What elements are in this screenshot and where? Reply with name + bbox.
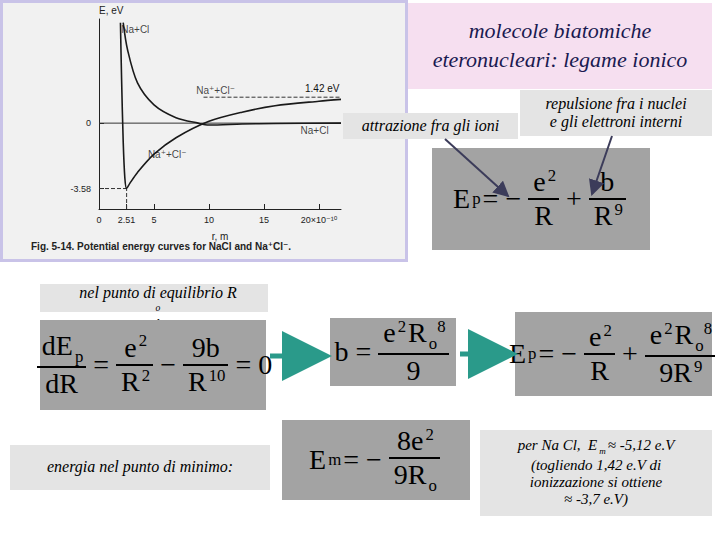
html-text:R10 = 0: R10 = 0 <box>188 349 273 398</box>
html-text:e2: e2 <box>124 331 147 363</box>
html-text:attrazione fra gli ioni: attrazione fra gli ioni <box>361 116 500 134</box>
html-text:dR: dR <box>45 367 78 399</box>
html-text:R: R <box>590 355 609 387</box>
svg-text:-3.58: -3.58 <box>70 184 91 194</box>
html-text:e gli elettroni interni: e gli elettroni interni <box>549 113 683 130</box>
html-text:9Ro: 9Ro <box>393 459 437 495</box>
svg-text:Fig. 5-14. Potential energy cu: Fig. 5-14. Potential energy curves for N… <box>31 241 291 252</box>
html-text:repulsione fra i nuclei: repulsione fra i nuclei <box>545 94 687 112</box>
html-text:e2Ro: e2Ro <box>649 318 704 355</box>
html-text:energia nel punto di minimo:: energia nel punto di minimo: <box>47 458 233 476</box>
html-text:ionizzazione si ottiene: ionizzazione si ottiene <box>529 474 663 490</box>
html-text:b: b <box>600 165 615 197</box>
html-text:≈ -3,7 e.V): ≈ -3,7 e.V) <box>564 491 628 508</box>
svg-text:20×10⁻¹⁰: 20×10⁻¹⁰ <box>301 215 338 225</box>
html-text:R2 −: R2 − <box>121 349 176 398</box>
html-text:eteronucleari: legame ionico: eteronucleari: legame ionico <box>432 47 688 72</box>
html-text:8: 8 <box>703 318 712 338</box>
html-text:9b: 9b <box>191 331 220 363</box>
svg-text:10: 10 <box>204 215 214 225</box>
html-text:Ep= −: Ep= − <box>453 183 522 214</box>
html-text:9: 9 <box>406 355 421 386</box>
svg-text:0: 0 <box>86 118 91 128</box>
html-text:R9: R9 <box>593 199 623 232</box>
svg-text:Na⁺+Cl⁻: Na⁺+Cl⁻ <box>196 85 235 96</box>
svg-text:15: 15 <box>259 215 269 225</box>
html-text:e2: e2 <box>533 165 556 197</box>
html-text:e2Ro: e2Ro <box>383 316 438 353</box>
html-text:dEp: dEp <box>41 330 84 366</box>
svg-text:1.42 eV: 1.42 eV <box>305 83 340 94</box>
svg-text:Na⁺+Cl⁻: Na⁺+Cl⁻ <box>148 149 187 160</box>
html-text:molecole biatomiche: molecole biatomiche <box>468 18 652 44</box>
svg-text:0: 0 <box>96 215 101 225</box>
svg-text:2.51: 2.51 <box>118 215 136 225</box>
svg-text:Na+Cl: Na+Cl <box>121 24 149 35</box>
svg-text:r, m: r, m <box>212 231 229 242</box>
html-text:o: o <box>155 302 161 314</box>
html-text:nel punto di equilibrio R: nel punto di equilibrio R <box>79 284 237 301</box>
html-text:Em= −: Em= − <box>309 444 382 475</box>
html-text:per Na Cl, Em≈ -5,12 e.V: per Na Cl, Em≈ -5,12 e.V <box>517 437 675 457</box>
html-text:e2: e2 <box>589 320 612 352</box>
html-text:R: R <box>534 200 553 232</box>
html-text:b =: b = <box>334 336 372 367</box>
html-text:Ep= −: Ep= − <box>509 338 578 369</box>
svg-text:Na+Cl: Na+Cl <box>301 125 329 136</box>
html-text:8: 8 <box>437 316 446 336</box>
html-text:9R9: 9R9 <box>659 356 703 389</box>
html-text:(togliendo 1,42 e.V di: (togliendo 1,42 e.V di <box>530 456 662 473</box>
svg-text:E, eV: E, eV <box>99 5 124 16</box>
html-text:8e2: 8e2 <box>397 424 434 457</box>
svg-text:5: 5 <box>151 215 156 225</box>
